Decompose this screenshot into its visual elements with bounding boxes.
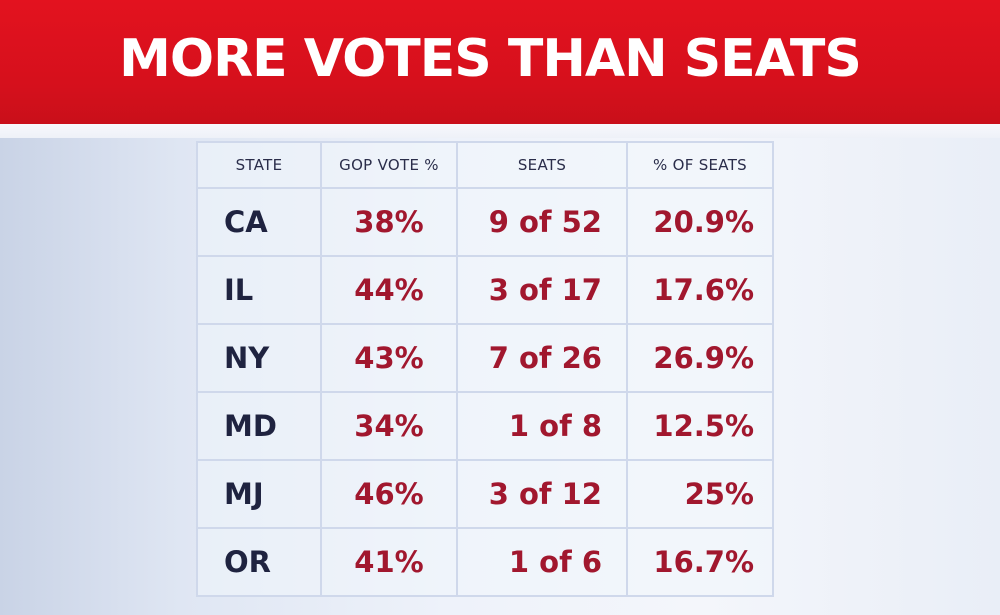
cell-gop-vote: 38% bbox=[320, 187, 458, 257]
cell-pct-seats: 26.9% bbox=[626, 323, 774, 393]
cell-pct-seats: 12.5% bbox=[626, 391, 774, 461]
table-row: OR 41% 1 of 6 16.7% bbox=[196, 527, 774, 597]
cell-state: IL bbox=[196, 255, 322, 325]
cell-gop-vote: 46% bbox=[320, 459, 458, 529]
header-seats: SEATS bbox=[456, 141, 628, 189]
cell-seats: 3 of 17 bbox=[456, 255, 628, 325]
cell-pct-seats: 17.6% bbox=[626, 255, 774, 325]
cell-seats: 7 of 26 bbox=[456, 323, 628, 393]
results-table: STATE GOP VOTE % SEATS % OF SEATS CA 38%… bbox=[196, 141, 774, 597]
cell-seats: 1 of 6 bbox=[456, 527, 628, 597]
cell-seats: 1 of 8 bbox=[456, 391, 628, 461]
banner-divider bbox=[0, 124, 1000, 138]
table-row: CA 38% 9 of 52 20.9% bbox=[196, 187, 774, 257]
cell-pct-seats: 16.7% bbox=[626, 527, 774, 597]
header-pct-seats: % OF SEATS bbox=[626, 141, 774, 189]
page-title: MORE VOTES THAN SEATS bbox=[119, 29, 862, 89]
cell-gop-vote: 41% bbox=[320, 527, 458, 597]
cell-state: NY bbox=[196, 323, 322, 393]
cell-gop-vote: 44% bbox=[320, 255, 458, 325]
cell-pct-seats: 20.9% bbox=[626, 187, 774, 257]
cell-gop-vote: 34% bbox=[320, 391, 458, 461]
cell-state: CA bbox=[196, 187, 322, 257]
cell-seats: 9 of 52 bbox=[456, 187, 628, 257]
cell-gop-vote: 43% bbox=[320, 323, 458, 393]
cell-state: MJ bbox=[196, 459, 322, 529]
table-row: NY 43% 7 of 26 26.9% bbox=[196, 323, 774, 393]
cell-seats: 3 of 12 bbox=[456, 459, 628, 529]
title-banner: MORE VOTES THAN SEATS bbox=[0, 0, 1000, 124]
cell-state: MD bbox=[196, 391, 322, 461]
table-row: MJ 46% 3 of 12 25% bbox=[196, 459, 774, 529]
table-row: MD 34% 1 of 8 12.5% bbox=[196, 391, 774, 461]
header-gop-vote: GOP VOTE % bbox=[320, 141, 458, 189]
table-row: IL 44% 3 of 17 17.6% bbox=[196, 255, 774, 325]
header-state: STATE bbox=[196, 141, 322, 189]
cell-pct-seats: 25% bbox=[626, 459, 774, 529]
cell-state: OR bbox=[196, 527, 322, 597]
results-table-container: STATE GOP VOTE % SEATS % OF SEATS CA 38%… bbox=[196, 141, 774, 597]
table-header-row: STATE GOP VOTE % SEATS % OF SEATS bbox=[196, 141, 774, 189]
